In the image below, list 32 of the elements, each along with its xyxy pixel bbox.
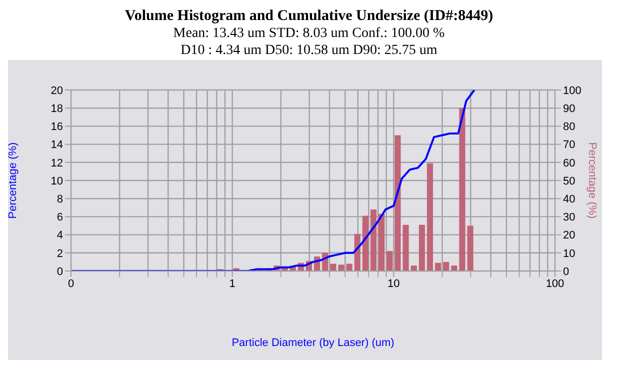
y2-tick-label: 70	[563, 139, 576, 152]
y2-tick-label: 40	[563, 194, 576, 206]
chart-subtitle: Mean: 13.43 um STD: 8.03 um Conf.: 100.00 %	[172, 25, 446, 42]
text: D10 : 4.34 um D50: 10.58 um D90: 25.75 um	[180, 42, 438, 59]
y-tick-label: 16	[50, 121, 63, 134]
chart-title: Volume Histogram and Cumulative Undersize (ID#:8449)	[124, 8, 494, 25]
y2-tick-label: 90	[563, 103, 576, 116]
x-tick-label: 1	[229, 278, 236, 290]
y2-tick-label: 80	[563, 121, 576, 134]
y2-tick-label: 50	[563, 175, 576, 188]
y-tick-label: 2	[56, 248, 63, 260]
x-tick-label: 10	[388, 278, 400, 290]
x-tick-label: 100	[546, 278, 564, 290]
y-tick-label: 4	[56, 230, 63, 242]
x-tick-label: 0	[68, 278, 74, 290]
x-axis-title: Particle Diameter (by Laser) (um)	[232, 337, 394, 349]
y-tick-label: 20	[50, 84, 63, 97]
y2-tick-label: 20	[563, 230, 576, 242]
y-axis-title: Percentage (%)	[6, 142, 19, 219]
y2-tick-label: 60	[563, 157, 576, 170]
y-tick-label: 14	[50, 139, 63, 152]
y2-tick-label: 100	[563, 84, 582, 97]
y2-tick-label: 0	[563, 266, 570, 278]
y2-tick-label: 10	[563, 248, 576, 260]
y-tick-label: 10	[50, 175, 63, 188]
y-tick-label: 8	[56, 194, 63, 206]
y-tick-label: 12	[50, 157, 63, 170]
y-tick-label: 6	[56, 212, 63, 224]
y-tick-label: 18	[50, 103, 63, 116]
y2-axis-title: Percentage (%)	[586, 142, 598, 219]
y2-tick-label: 30	[563, 212, 576, 224]
y-tick-label: 0	[56, 266, 63, 278]
